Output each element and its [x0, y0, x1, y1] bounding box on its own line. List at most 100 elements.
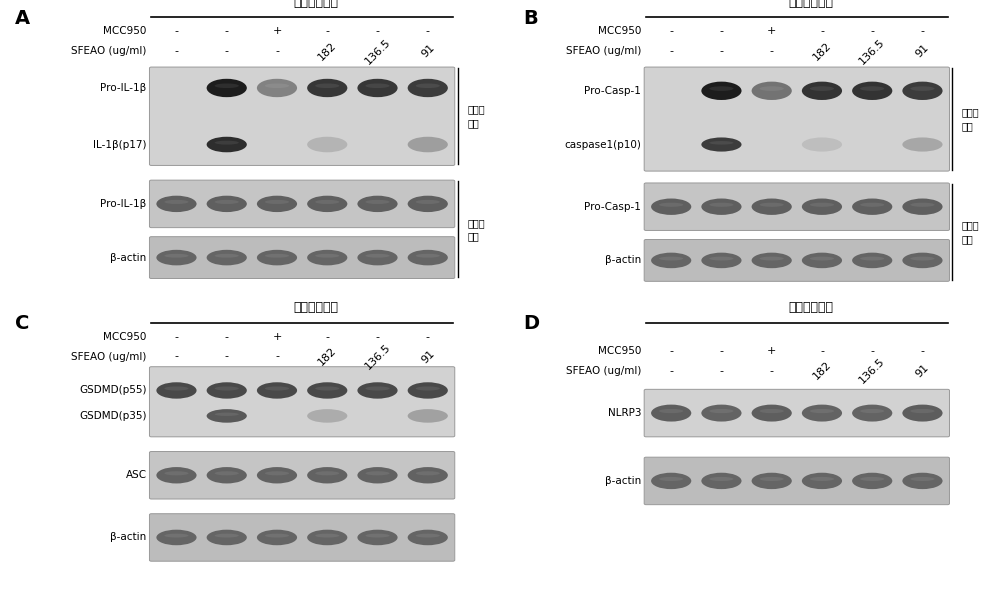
Ellipse shape: [215, 254, 239, 257]
Text: -: -: [719, 46, 723, 56]
Text: 细胞裂
解液: 细胞裂 解液: [962, 221, 979, 244]
Ellipse shape: [701, 404, 742, 422]
Ellipse shape: [852, 473, 892, 489]
Text: 136.5: 136.5: [857, 37, 887, 66]
Text: MCC950: MCC950: [598, 346, 641, 356]
Ellipse shape: [265, 471, 289, 475]
Ellipse shape: [265, 254, 289, 257]
Text: -: -: [325, 332, 329, 342]
Ellipse shape: [810, 86, 834, 91]
Text: +: +: [272, 26, 282, 37]
Text: -: -: [820, 346, 824, 356]
Ellipse shape: [365, 83, 390, 88]
Text: MCC950: MCC950: [598, 26, 641, 37]
Ellipse shape: [156, 382, 197, 398]
Ellipse shape: [860, 86, 884, 91]
Ellipse shape: [307, 382, 347, 398]
Ellipse shape: [265, 386, 289, 391]
Ellipse shape: [701, 253, 742, 268]
Ellipse shape: [910, 477, 935, 481]
Ellipse shape: [265, 200, 289, 204]
Text: Pro-Casp-1: Pro-Casp-1: [584, 86, 641, 96]
Ellipse shape: [215, 83, 239, 88]
Ellipse shape: [701, 199, 742, 215]
Ellipse shape: [910, 86, 935, 91]
Ellipse shape: [315, 83, 339, 88]
Ellipse shape: [207, 196, 247, 212]
Ellipse shape: [701, 82, 742, 100]
Ellipse shape: [810, 409, 834, 413]
Ellipse shape: [164, 533, 189, 538]
FancyBboxPatch shape: [149, 514, 455, 561]
Ellipse shape: [416, 386, 440, 391]
Text: -: -: [719, 365, 723, 376]
Ellipse shape: [164, 471, 189, 475]
Ellipse shape: [902, 253, 943, 268]
Text: β-actin: β-actin: [605, 256, 641, 265]
Text: 182: 182: [811, 40, 833, 62]
Text: -: -: [770, 365, 774, 376]
Ellipse shape: [357, 382, 398, 398]
Ellipse shape: [910, 203, 935, 207]
Ellipse shape: [164, 200, 189, 204]
Ellipse shape: [852, 199, 892, 215]
Ellipse shape: [810, 477, 834, 481]
Ellipse shape: [852, 82, 892, 100]
Ellipse shape: [416, 200, 440, 204]
Text: -: -: [325, 26, 329, 37]
Text: -: -: [174, 46, 178, 56]
Ellipse shape: [416, 533, 440, 538]
Text: -: -: [426, 332, 430, 342]
Ellipse shape: [408, 530, 448, 545]
Ellipse shape: [902, 82, 943, 100]
Ellipse shape: [156, 196, 197, 212]
Text: -: -: [669, 26, 673, 37]
Text: GSDMD(p35): GSDMD(p35): [79, 411, 147, 421]
Ellipse shape: [659, 257, 683, 260]
Text: 136.5: 136.5: [857, 356, 887, 385]
Ellipse shape: [802, 253, 842, 268]
Ellipse shape: [760, 86, 784, 91]
Ellipse shape: [265, 83, 289, 88]
Text: -: -: [669, 46, 673, 56]
Ellipse shape: [357, 250, 398, 265]
Ellipse shape: [701, 473, 742, 489]
Ellipse shape: [307, 409, 347, 422]
FancyBboxPatch shape: [644, 67, 949, 171]
Text: -: -: [375, 26, 379, 37]
Ellipse shape: [802, 473, 842, 489]
Text: 91: 91: [419, 43, 436, 60]
Text: -: -: [920, 346, 924, 356]
Ellipse shape: [709, 203, 734, 207]
Ellipse shape: [659, 409, 683, 413]
Text: -: -: [225, 352, 229, 362]
Ellipse shape: [760, 203, 784, 207]
Ellipse shape: [416, 83, 440, 88]
Ellipse shape: [215, 386, 239, 391]
Ellipse shape: [307, 79, 347, 97]
Text: B: B: [524, 9, 538, 28]
Ellipse shape: [207, 467, 247, 484]
Ellipse shape: [752, 253, 792, 268]
Text: SFEAO (ug/ml): SFEAO (ug/ml): [566, 365, 641, 376]
Text: GSDMD(p55): GSDMD(p55): [79, 385, 147, 395]
Ellipse shape: [651, 404, 691, 422]
Text: SFEAO (ug/ml): SFEAO (ug/ml): [71, 352, 147, 362]
Text: 136.5: 136.5: [363, 37, 392, 66]
Text: 尼日利亚菌素: 尼日利亚菌素: [294, 0, 339, 9]
Ellipse shape: [408, 467, 448, 484]
Ellipse shape: [802, 199, 842, 215]
Text: -: -: [669, 365, 673, 376]
Ellipse shape: [257, 530, 297, 545]
Text: 91: 91: [419, 348, 436, 365]
Ellipse shape: [257, 382, 297, 398]
Text: -: -: [770, 46, 774, 56]
Ellipse shape: [156, 530, 197, 545]
Ellipse shape: [802, 404, 842, 422]
Ellipse shape: [651, 253, 691, 268]
Ellipse shape: [752, 82, 792, 100]
Ellipse shape: [902, 137, 943, 152]
Ellipse shape: [760, 477, 784, 481]
Text: β-actin: β-actin: [605, 476, 641, 486]
Ellipse shape: [215, 141, 239, 145]
